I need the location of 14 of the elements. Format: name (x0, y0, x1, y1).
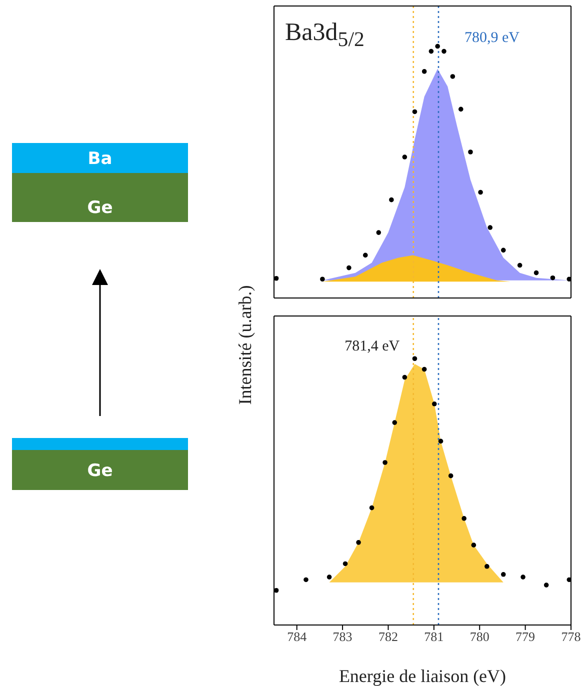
x-axis-title: Energie de liaison (eV) (338, 666, 506, 686)
x-tick-label: 781 (424, 629, 444, 644)
x-tick-label: 783 (332, 629, 352, 644)
ref-line-label: 780,9 eV (464, 30, 520, 46)
annotation: 781,4 eV (344, 338, 400, 355)
x-tick-label: 782 (378, 629, 398, 644)
layer-stack: Ge (12, 438, 188, 490)
x-tick-label: 784 (287, 629, 308, 644)
x-tick-label: 778 (561, 629, 581, 644)
annotation: Ba3d$_{5/2}$ (285, 19, 364, 51)
x-tick-label: 780 (470, 629, 490, 644)
x-tick-label: 779 (516, 629, 536, 644)
y-axis-title: Intensité (u.arb.) (234, 284, 256, 407)
layer-stack: Ba Ge (12, 143, 188, 222)
